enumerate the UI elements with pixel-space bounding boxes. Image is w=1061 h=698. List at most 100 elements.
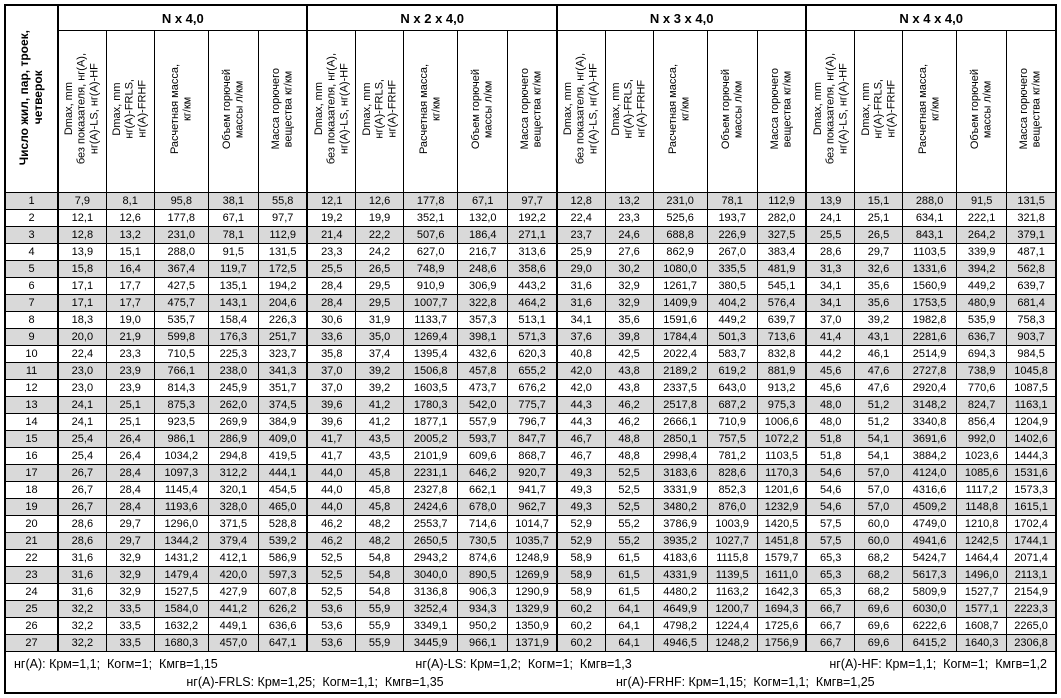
table-cell: 57,5	[805, 532, 855, 550]
table-cell: 881,9	[756, 362, 807, 380]
table-cell: 738,9	[956, 362, 1008, 380]
column-header-label: Расчетная масса, кг/км	[418, 63, 443, 155]
table-cell: 49,3	[555, 481, 606, 499]
table-cell: 13,2	[604, 192, 654, 210]
table-cell: 681,4	[1006, 294, 1057, 312]
table-cell: 4124,0	[902, 464, 958, 482]
table-cell: 192,2	[507, 209, 558, 227]
table-cell: 454,5	[257, 481, 308, 499]
table-cell: 25,9	[555, 243, 606, 261]
table-cell: 41,7	[306, 447, 357, 465]
table-cell: 29,5	[355, 277, 405, 295]
row-number-cell: 13	[4, 396, 59, 414]
table-cell: 1139,5	[706, 566, 758, 584]
table-cell: 412,1	[207, 549, 259, 567]
table-cell: 226,9	[706, 226, 758, 244]
table-cell: 583,7	[706, 345, 758, 363]
table-cell: 339,9	[956, 243, 1008, 261]
table-row: 9 20,0 21,9 599,8 176,3 251,7 33,6 35,0 1269,4 39…	[4, 328, 1057, 346]
table-cell: 1877,1	[403, 413, 459, 431]
column-header-label: Dmax, mm нг(A)-FRLS, нг(A)-FRHF	[859, 79, 897, 139]
table-cell: 47,6	[853, 362, 904, 380]
table-cell: 78,1	[706, 192, 758, 210]
table-cell: 1035,7	[507, 532, 558, 550]
table-cell: 32,9	[604, 277, 654, 295]
table-cell: 607,8	[257, 583, 308, 601]
table-cell: 35,8	[306, 345, 357, 363]
cable-mass-table: Число жил, пар, троек, четверок N x 4,0 …	[4, 4, 1057, 694]
table-cell: 646,2	[457, 464, 509, 482]
table-cell: 15,1	[105, 243, 155, 261]
table-cell: 41,7	[306, 430, 357, 448]
table-cell: 923,5	[153, 413, 209, 431]
table-cell: 23,3	[306, 243, 357, 261]
table-cell: 1479,4	[153, 566, 209, 584]
column-header-label: Масса горючего вещества кг/км	[519, 68, 545, 150]
table-cell: 1744,1	[1006, 532, 1057, 550]
table-cell: 41,2	[355, 396, 405, 414]
table-cell: 238,0	[207, 362, 259, 380]
group-header-nx2x4: N x 2 x 4,0	[306, 4, 558, 31]
table-cell: 52,5	[306, 566, 357, 584]
table-cell: 856,4	[956, 413, 1008, 431]
table-cell: 2101,9	[403, 447, 459, 465]
table-cell: 46,2	[306, 532, 357, 550]
table-cell: 267,0	[706, 243, 758, 261]
table-cell: 69,6	[853, 600, 904, 618]
table-cell: 1496,0	[956, 566, 1008, 584]
table-row: 24 31,6 32,9 1527,5 427,9 607,8 52,5 54,8 3136,8…	[4, 583, 1057, 601]
table-cell: 1145,4	[153, 481, 209, 499]
table-cell: 216,7	[457, 243, 509, 261]
table-cell: 2265,0	[1006, 617, 1057, 635]
table-cell: 688,8	[652, 226, 708, 244]
table-cell: 186,4	[457, 226, 509, 244]
table-cell: 32,6	[853, 260, 904, 278]
table-cell: 6222,6	[902, 617, 958, 635]
table-cell: 593,7	[457, 430, 509, 448]
row-number-cell: 27	[4, 634, 59, 652]
table-cell: 39,2	[355, 379, 405, 397]
table-cell: 966,1	[457, 634, 509, 652]
table-cell: 380,5	[706, 277, 758, 295]
table-cell: 31,3	[805, 260, 855, 278]
table-cell: 1527,5	[153, 583, 209, 601]
table-cell: 758,3	[1006, 311, 1057, 329]
table-cell: 1725,6	[756, 617, 807, 635]
table-cell: 17,7	[105, 294, 155, 312]
table-cell: 4941,6	[902, 532, 958, 550]
table-cell: 22,4	[57, 345, 107, 363]
table-cell: 3480,2	[652, 498, 708, 516]
column-header-label: Масса горючего вещества кг/км	[1018, 68, 1044, 150]
column-header-label: Dmax, mm без показателя, нг(A), нг(A)-LS…	[312, 53, 351, 165]
table-cell: 443,2	[507, 277, 558, 295]
table-cell: 66,7	[805, 617, 855, 635]
table-cell: 5424,7	[902, 549, 958, 567]
table-cell: 55,2	[604, 515, 654, 533]
table-cell: 158,4	[207, 311, 259, 329]
table-cell: 23,7	[555, 226, 606, 244]
table-cell: 1232,9	[756, 498, 807, 516]
table-cell: 222,1	[956, 209, 1008, 227]
table-cell: 48,0	[805, 413, 855, 431]
table-row: 4 13,9 15,1 288,0 91,5 131,5 23,3 24,2 627,0 216,…	[4, 243, 1057, 261]
table-cell: 28,6	[805, 243, 855, 261]
table-cell: 45,8	[355, 498, 405, 516]
table-row: 12 23,0 23,9 814,3 245,9 351,7 37,0 39,2 1603,5 4…	[4, 379, 1057, 397]
table-cell: 427,9	[207, 583, 259, 601]
table-cell: 37,4	[355, 345, 405, 363]
table-cell: 46,7	[555, 447, 606, 465]
table-cell: 19,2	[306, 209, 357, 227]
table-cell: 27,6	[604, 243, 654, 261]
table-cell: 68,2	[853, 566, 904, 584]
table-cell: 60,0	[853, 532, 904, 550]
table-cell: 398,1	[457, 328, 509, 346]
table-cell: 44,0	[306, 481, 357, 499]
table-row: 8 18,3 19,0 535,7 158,4 226,3 30,6 31,9 1133,7 35…	[4, 311, 1057, 329]
table-cell: 1395,4	[403, 345, 459, 363]
table-cell: 172,5	[257, 260, 308, 278]
table-row: 6 17,1 17,7 427,5 135,1 194,2 28,4 29,5 910,9 306…	[4, 277, 1057, 295]
table-cell: 419,5	[257, 447, 308, 465]
table-cell: 60,2	[555, 600, 606, 618]
table-cell: 1269,9	[507, 566, 558, 584]
table-cell: 60,2	[555, 617, 606, 635]
